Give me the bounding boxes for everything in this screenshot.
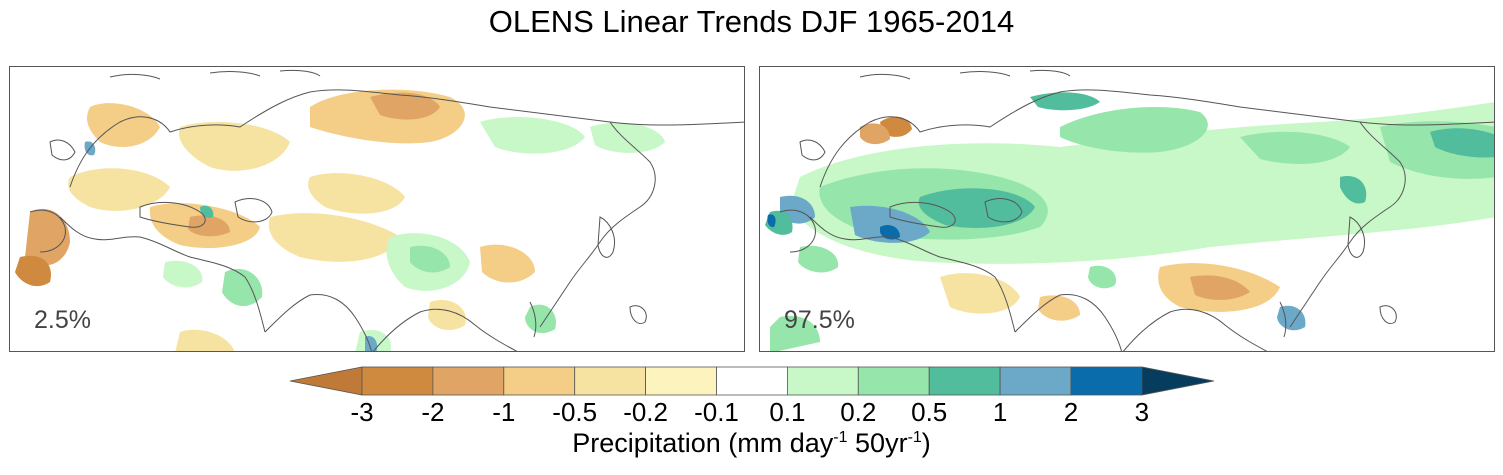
colorbar-segment (645, 366, 717, 396)
page-title: OLENS Linear Trends DJF 1965-2014 (488, 4, 1015, 39)
colorbar-label-main: Precipitation (mm day (572, 428, 834, 458)
percentile-label: 2.5% (34, 306, 91, 334)
map-panel-97-5-percentile: 97.5% (759, 66, 1495, 352)
colorbar-tick-label: -0.5 (552, 397, 598, 427)
map-right-svg (765, 69, 1494, 351)
map-panel-2-5-percentile: 2.5% (9, 66, 745, 352)
coastlines (29, 69, 744, 351)
colorbar-segment (574, 366, 647, 396)
colorbar-label-end: ) (921, 428, 931, 458)
colorbar-segment (999, 366, 1072, 396)
colorbar-tick-label: 1 (992, 397, 1008, 427)
colorbar-triangle-low (289, 366, 363, 396)
colorbar-label-exp1: -1 (833, 429, 848, 446)
colorbar-segments (289, 366, 1214, 396)
colorbar-label-exp2: -1 (907, 429, 922, 446)
colorbar-segment (716, 366, 788, 396)
colorbar-segment (928, 366, 1001, 396)
colorbar-tick-label: -0.2 (623, 397, 668, 427)
colorbar-label-mid: 50yr (847, 428, 908, 458)
map-left-svg (15, 69, 744, 351)
colorbar-segment (1070, 366, 1143, 396)
colorbar-tick-label: -3 (350, 397, 374, 427)
colorbar-segment (857, 366, 930, 396)
trend-fields (765, 92, 1494, 351)
trend-fields (15, 89, 665, 351)
colorbar-tick-label: -1 (492, 397, 516, 427)
colorbar-label: Precipitation (mm day-1 50yr-1) (0, 428, 1503, 459)
colorbar-segment (503, 366, 576, 396)
colorbar-tick-label: 3 (1134, 397, 1150, 427)
colorbar-tick-label: -2 (421, 397, 445, 427)
colorbar-tick-label: -0.1 (694, 397, 739, 427)
colorbar-tick-label: 2 (1063, 397, 1079, 427)
percentile-label: 97.5% (784, 306, 855, 334)
colorbar-tick-label: 0.1 (769, 397, 806, 427)
colorbar-segment (432, 366, 505, 396)
colorbar-triangle-high (1141, 366, 1214, 396)
colorbar-tick-label: 0.5 (911, 397, 948, 427)
colorbar-tick-label: 0.2 (840, 397, 877, 427)
coastlines (779, 69, 1494, 351)
colorbar-segment (361, 366, 434, 396)
colorbar-segment (787, 366, 859, 396)
